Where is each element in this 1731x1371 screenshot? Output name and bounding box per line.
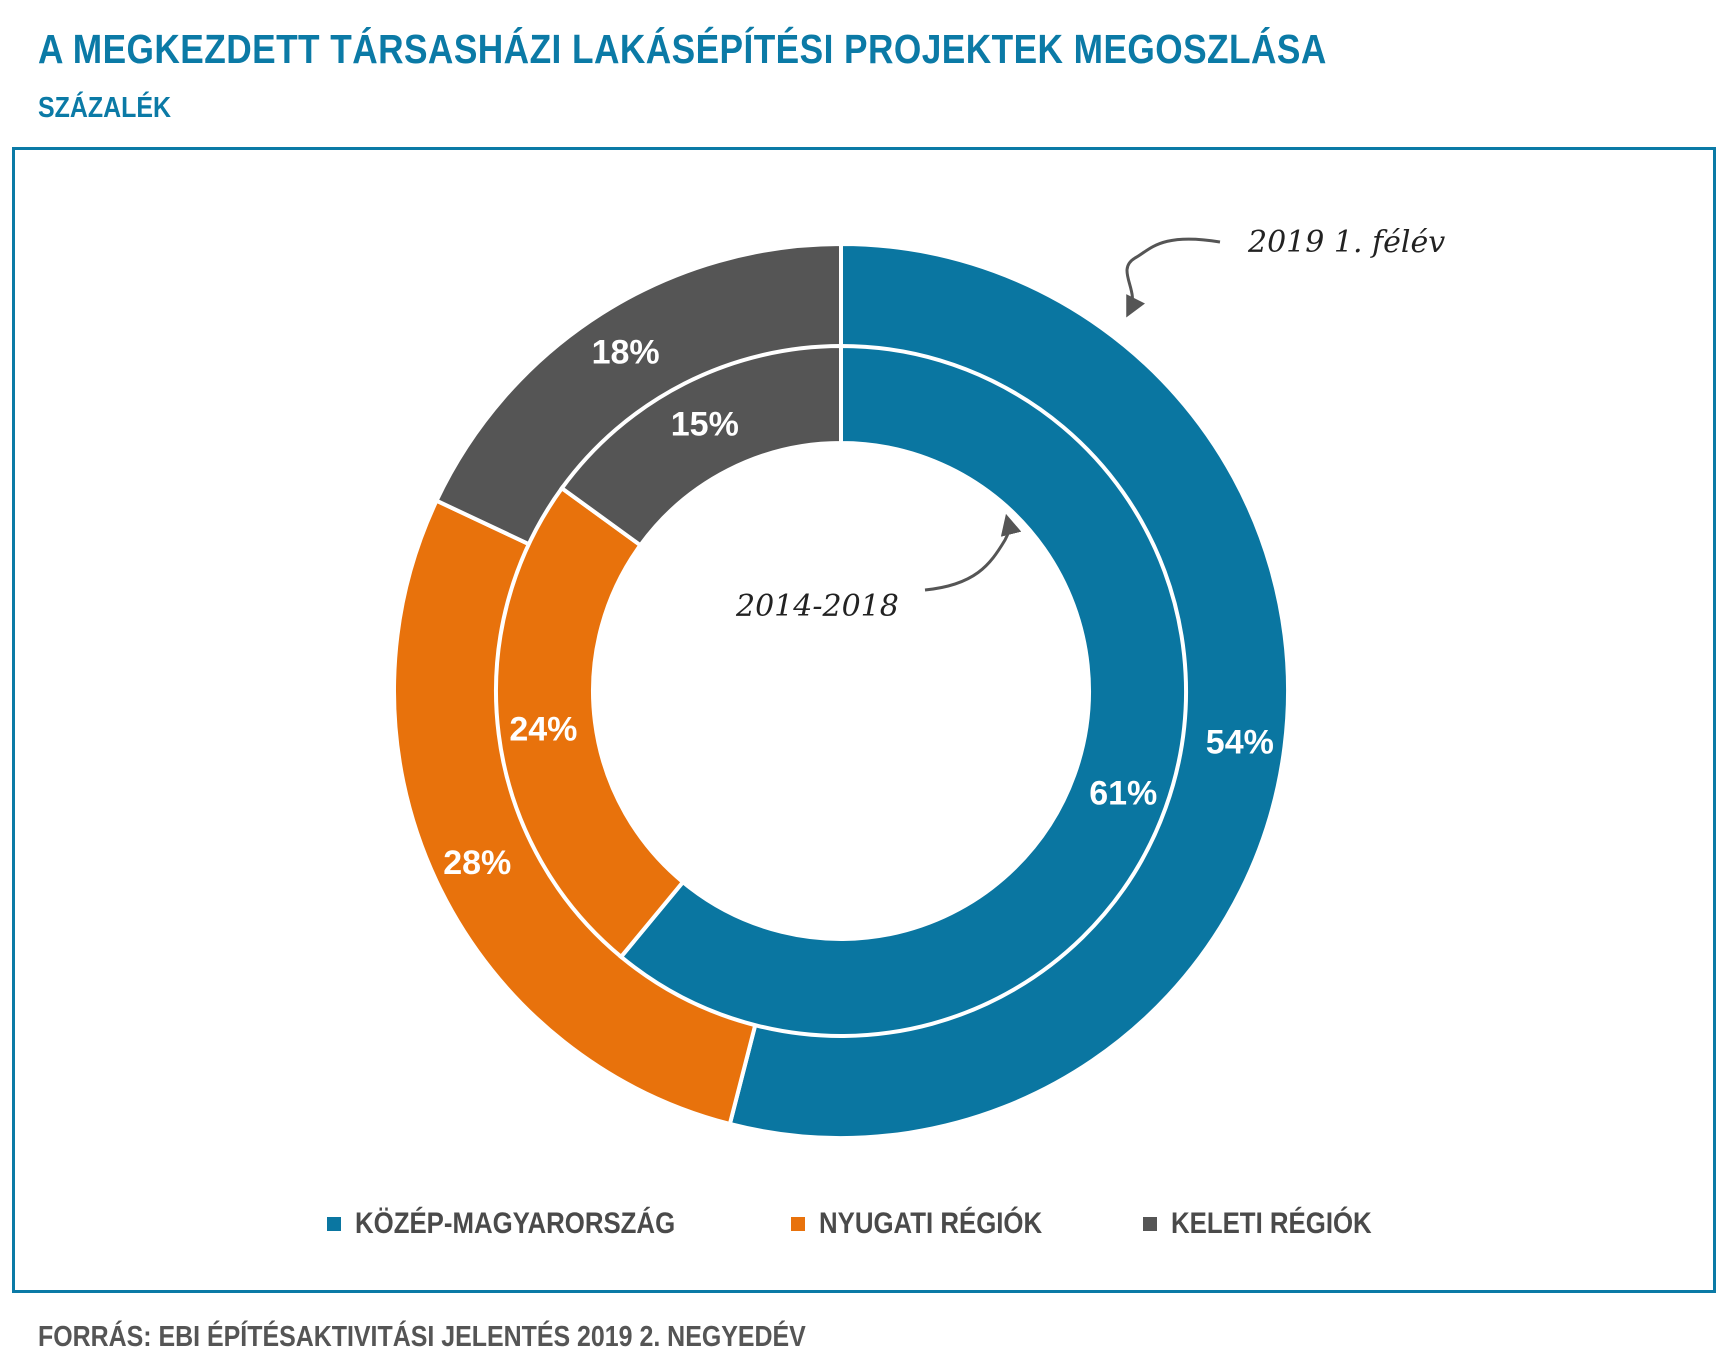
labels-group: 54% 28% 18% 61% 24% 15% xyxy=(443,334,1274,883)
inner-slice-kozep xyxy=(618,343,1188,1038)
chart-title: A MEGKEZDETT TÁRSASHÁZI LAKÁSÉPÍTÉSI PRO… xyxy=(38,26,1327,72)
chart-source: FORRÁS: EBI ÉPÍTÉSAKTIVITÁSI JELENTÉS 20… xyxy=(38,1321,806,1353)
legend-item-nyugati: NYUGATI RÉGIÓK xyxy=(791,1207,1078,1241)
chart-legend: KÖZÉP-MAGYARORSZÁG NYUGATI RÉGIÓK KELETI… xyxy=(0,1207,1731,1241)
outer-label-keleti: 18% xyxy=(592,334,660,372)
inner-slice-nyugati xyxy=(494,485,686,960)
inner-label-keleti: 15% xyxy=(671,406,739,444)
outer-annotation-arrow xyxy=(1125,237,1221,318)
inner-label-nyugati: 24% xyxy=(509,711,577,749)
inner-annotation-arrow xyxy=(924,513,1022,592)
legend-item-keleti: KELETI RÉGIÓK xyxy=(1142,1207,1404,1241)
chart-frame xyxy=(12,147,1716,1293)
chart-subtitle: SZÁZALÉK xyxy=(38,92,172,124)
legend-label-keleti: KELETI RÉGIÓK xyxy=(1170,1207,1372,1240)
legend-item-kozep: KÖZÉP-MAGYARORSZÁG xyxy=(326,1207,727,1241)
legend-swatch-kozep xyxy=(326,1217,341,1231)
legend-label-nyugati: NYUGATI RÉGIÓK xyxy=(819,1207,1043,1240)
outer-label-kozep: 54% xyxy=(1206,723,1274,761)
outer-annotation-text: 2019 1. félév xyxy=(1247,225,1445,260)
inner-label-kozep: 61% xyxy=(1089,775,1157,813)
inner-slice-keleti xyxy=(559,343,843,549)
slices-group xyxy=(392,241,1290,1140)
legend-label-kozep: KÖZÉP-MAGYARORSZÁG xyxy=(354,1207,676,1240)
legend-swatch-keleti xyxy=(1142,1217,1157,1231)
outer-label-nyugati: 28% xyxy=(443,844,511,882)
inner-annotation-text: 2014-2018 xyxy=(735,589,899,624)
legend-swatch-nyugati xyxy=(791,1217,806,1231)
